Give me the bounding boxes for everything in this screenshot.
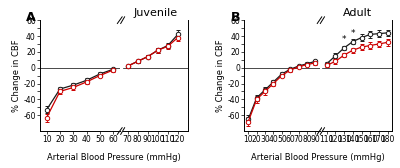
Y-axis label: % Change in CBF: % Change in CBF (216, 39, 225, 112)
Legend:  (248, 24, 250, 26)
Text: B: B (230, 11, 240, 24)
Text: *: * (351, 29, 355, 38)
Title: Adult: Adult (343, 8, 372, 18)
Legend:  (44, 24, 46, 26)
Text: Arterial Blood Pressure (mmHg): Arterial Blood Pressure (mmHg) (47, 153, 181, 162)
Title: Juvenile: Juvenile (133, 8, 177, 18)
Text: Arterial Blood Pressure (mmHg): Arterial Blood Pressure (mmHg) (251, 153, 385, 162)
Y-axis label: % Change in CBF: % Change in CBF (12, 39, 20, 112)
Text: *: * (342, 35, 346, 44)
Text: A: A (26, 11, 35, 24)
